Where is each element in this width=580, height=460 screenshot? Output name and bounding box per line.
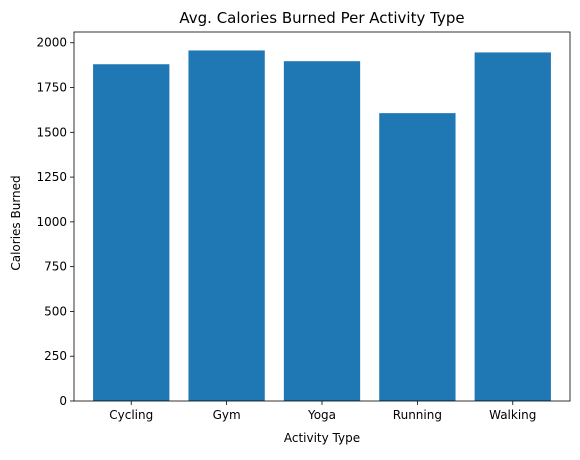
x-tick-label: Yoga: [307, 408, 336, 422]
x-tick-label: Gym: [213, 408, 241, 422]
bar-running: [379, 113, 456, 402]
y-tick-label: 2000: [36, 36, 67, 50]
bar-walking: [474, 52, 551, 402]
y-axis-label: Calories Burned: [9, 175, 23, 270]
chart-title: Avg. Calories Burned Per Activity Type: [179, 9, 464, 27]
bar-cycling: [93, 64, 170, 401]
y-axis-ticks: 0 250 500 750 1000 1250 1500 1750 2000: [36, 36, 74, 408]
bar-gym: [188, 50, 265, 401]
y-tick-label: 0: [59, 394, 67, 408]
y-tick-label: 1500: [36, 125, 67, 139]
y-tick-label: 500: [44, 304, 67, 318]
y-tick-label: 250: [44, 349, 67, 363]
bar-yoga: [283, 61, 361, 402]
x-axis-ticks: Cycling Gym Yoga Running Walking: [109, 401, 536, 422]
x-axis-label: Activity Type: [284, 431, 360, 445]
y-tick-label: 750: [44, 260, 67, 274]
x-tick-label: Running: [393, 408, 442, 422]
x-tick-label: Walking: [489, 408, 536, 422]
y-tick-label: 1750: [36, 81, 67, 95]
x-tick-label: Cycling: [109, 408, 153, 422]
plot-frame: [73, 31, 571, 402]
y-tick-label: 1000: [36, 215, 67, 229]
bars-group: [93, 50, 551, 402]
y-tick-label: 1250: [36, 170, 67, 184]
